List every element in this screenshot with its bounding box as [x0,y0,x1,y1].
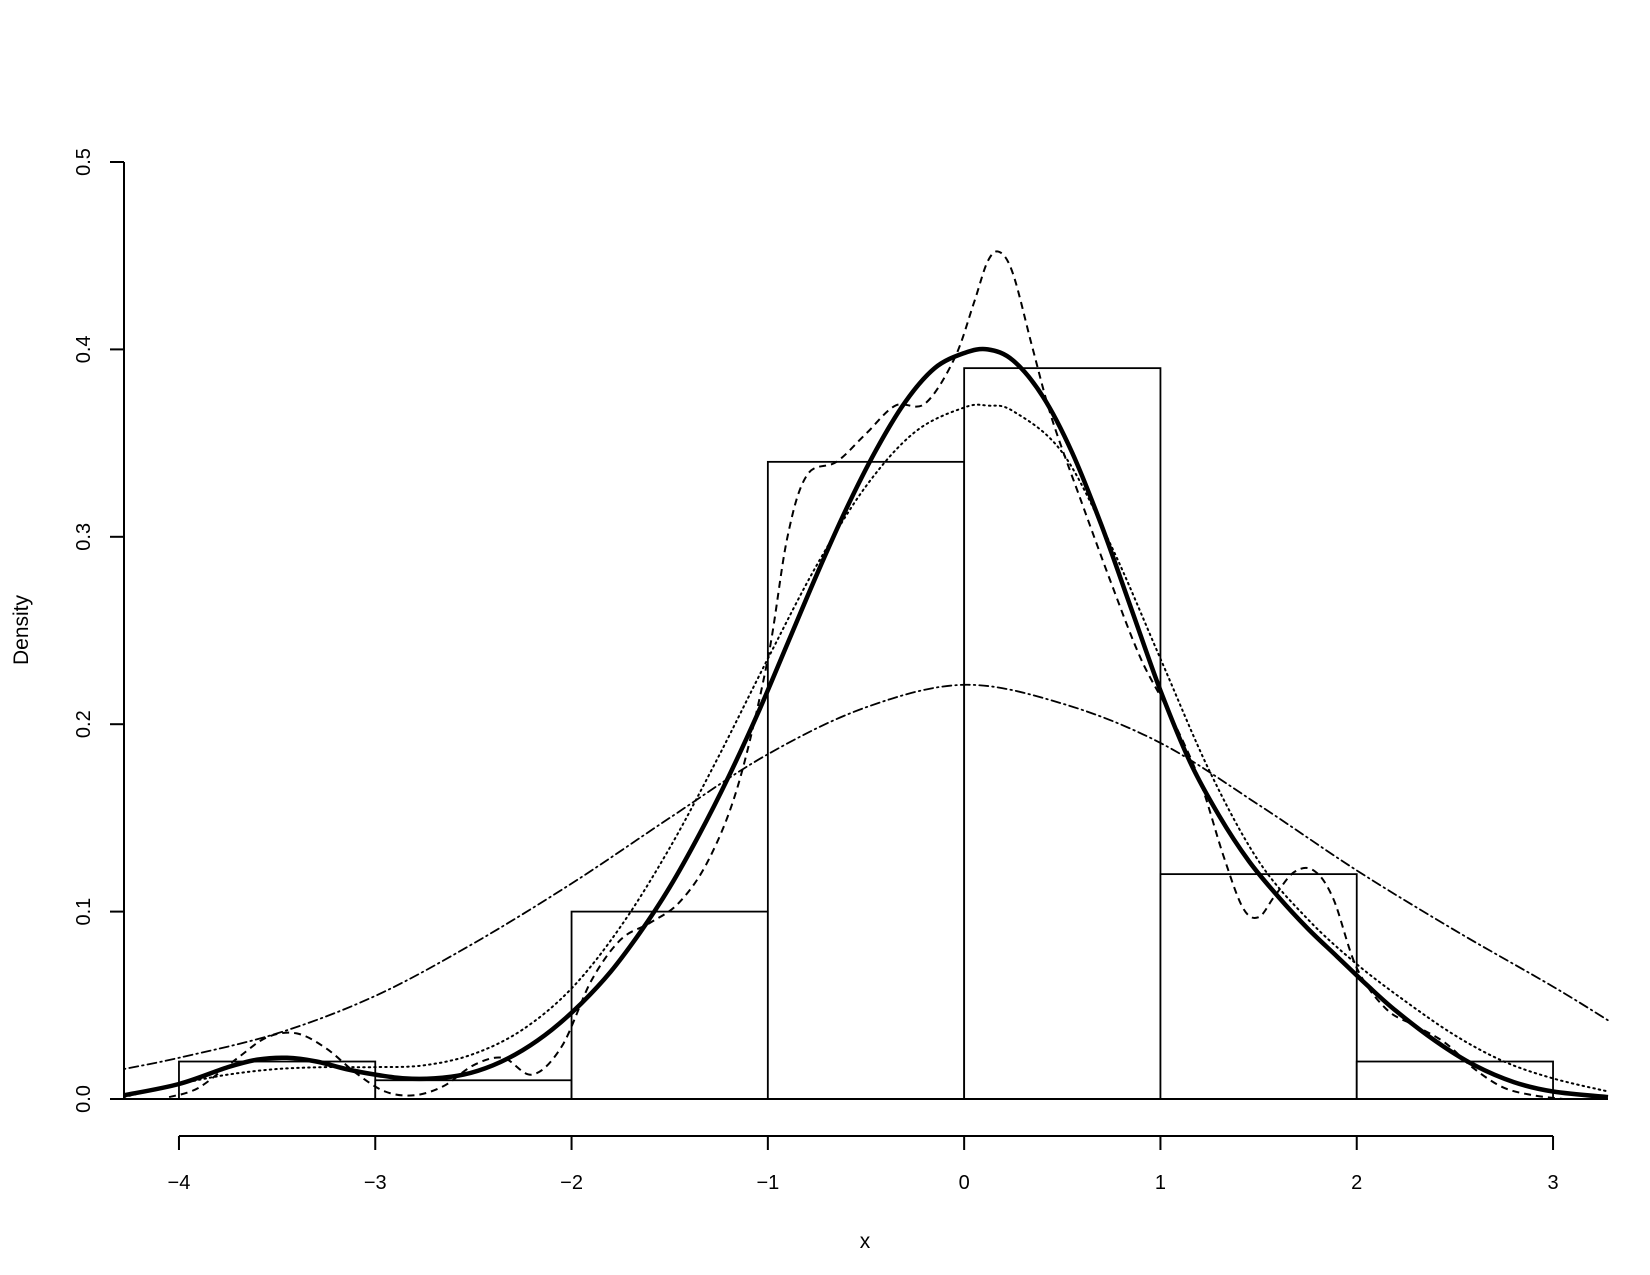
y-tick-label: 0.5 [73,148,95,176]
y-tick-label: 0.4 [73,335,95,363]
histogram-bar [1159,873,1358,1100]
x-axis: −4 −3 −2 −1 0 1 2 3 [168,1135,1559,1194]
y-axis: 0.0 0.1 0.2 0.3 0.4 0.5 [73,148,125,1113]
histogram-bar [766,460,966,1100]
x-tick-label: −2 [560,1172,583,1194]
histogram-bar [374,1079,573,1100]
y-axis-title: Density [10,594,33,665]
density-curve-dot-dash [123,683,1609,1070]
x-tick-label: 1 [1155,1172,1166,1194]
y-tick-label: 0.2 [73,710,95,738]
x-tick-label: −4 [168,1172,191,1194]
histogram-bar [570,910,769,1100]
histogram-bar [1355,1060,1554,1100]
x-tick-label: 2 [1351,1172,1362,1194]
y-tick-label: 0.1 [73,898,95,926]
x-axis-title: x [860,1230,871,1253]
density-curve-solid-thick [123,346,1609,1100]
density-curve-dotted [123,403,1609,1099]
density-curve-dashed [168,250,1564,1100]
histogram-bar [963,367,1162,1100]
y-tick-label: 0.3 [73,523,95,551]
x-tick-label: 0 [959,1172,970,1194]
x-tick-label: −1 [756,1172,779,1194]
histogram-bars [124,367,1608,1100]
x-tick-label: −3 [364,1172,387,1194]
y-tick-label: 0.0 [73,1085,95,1113]
x-tick-label: 3 [1547,1172,1558,1194]
density-curves [123,250,1609,1100]
